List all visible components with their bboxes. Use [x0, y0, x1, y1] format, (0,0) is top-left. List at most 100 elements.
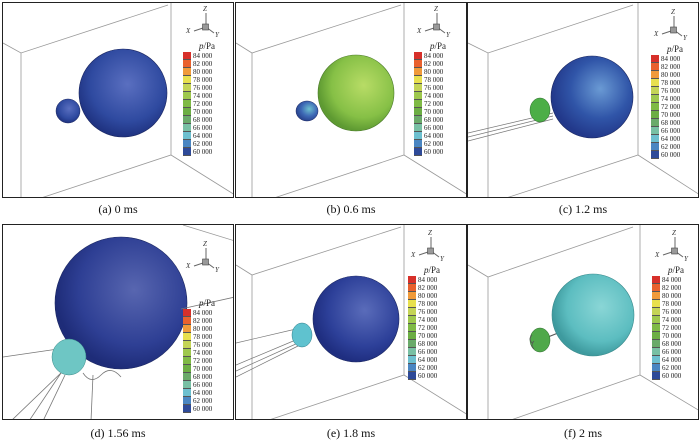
- large-bubble: [54, 236, 188, 370]
- scale-value: 62 000: [424, 140, 444, 148]
- scale-entry: 72 000: [652, 324, 698, 332]
- scale-entry: 74 000: [414, 92, 460, 100]
- panel-e: Z X Y p/Pa 84 000 82 000 80 000 78 000 76 00…: [235, 224, 467, 420]
- color-swatch: [183, 108, 191, 116]
- scale-value: 74 000: [193, 92, 213, 100]
- legend-d: Z X Y p/Pa 84 000 82 000 80 000 78 000 76 00…: [183, 240, 229, 413]
- scale-entry: 66 000: [652, 348, 698, 356]
- scene-e-wireframe: [236, 225, 466, 419]
- scale-entry: 82 000: [183, 317, 229, 325]
- color-swatch: [652, 316, 660, 324]
- large-bubble: [78, 48, 168, 138]
- color-swatch: [652, 292, 660, 300]
- scale-entry: 64 000: [651, 135, 697, 143]
- scale-value: 62 000: [193, 397, 213, 405]
- color-swatch: [651, 63, 659, 71]
- scale-entry: 64 000: [414, 132, 460, 140]
- scale-entry: 70 000: [414, 108, 460, 116]
- legend-e: Z X Y p/Pa 84 000 82 000 80 000 78 000 76 00…: [408, 229, 454, 380]
- color-swatch: [183, 365, 191, 373]
- scale-value: 68 000: [193, 373, 213, 381]
- scale-entry: 64 000: [183, 389, 229, 397]
- color-swatch: [414, 108, 422, 116]
- color-swatch: [183, 124, 191, 132]
- color-swatch: [651, 111, 659, 119]
- scale-entry: 74 000: [183, 349, 229, 357]
- color-scale: 84 000 82 000 80 000 78 000 76 000 74 000 72 0…: [408, 276, 454, 380]
- color-swatch: [408, 372, 416, 380]
- color-swatch: [183, 148, 191, 156]
- scale-value: 76 000: [193, 84, 213, 92]
- scale-entry: 74 000: [408, 316, 454, 324]
- scale-value: 78 000: [193, 333, 213, 341]
- scale-entry: 64 000: [408, 356, 454, 364]
- color-swatch: [651, 79, 659, 87]
- color-swatch: [183, 116, 191, 124]
- scale-entry: 72 000: [408, 324, 454, 332]
- scale-value: 66 000: [193, 381, 213, 389]
- color-swatch: [652, 340, 660, 348]
- scale-entry: 74 000: [183, 92, 229, 100]
- scale-value: 80 000: [661, 71, 681, 79]
- scale-value: 70 000: [424, 108, 444, 116]
- scale-entry: 66 000: [183, 381, 229, 389]
- scale-value: 72 000: [424, 100, 444, 108]
- scale-value: 64 000: [424, 132, 444, 140]
- caption-a: (a) 0 ms: [98, 202, 138, 216]
- color-swatch: [414, 148, 422, 156]
- scale-value: 76 000: [193, 341, 213, 349]
- scale-entry: 74 000: [651, 95, 697, 103]
- scene-f-wireframe: [468, 225, 698, 419]
- scale-entry: 62 000: [652, 364, 698, 372]
- color-swatch: [652, 332, 660, 340]
- scale-entry: 80 000: [651, 71, 697, 79]
- color-swatch: [183, 60, 191, 68]
- scale-entry: 74 000: [652, 316, 698, 324]
- scale-entry: 68 000: [651, 119, 697, 127]
- scale-entry: 84 000: [183, 309, 229, 317]
- color-swatch: [651, 71, 659, 79]
- scale-value: 80 000: [662, 292, 682, 300]
- scale-entry: 80 000: [652, 292, 698, 300]
- scale-entry: 76 000: [651, 87, 697, 95]
- scale-value: 80 000: [193, 325, 213, 333]
- scene-a-wireframe: [3, 3, 233, 197]
- color-swatch: [652, 284, 660, 292]
- color-scale: 84 000 82 000 80 000 78 000 76 000 74 000 72 0…: [414, 52, 460, 156]
- scale-entry: 68 000: [414, 116, 460, 124]
- color-swatch: [651, 127, 659, 135]
- scale-value: 72 000: [418, 324, 438, 332]
- color-swatch: [652, 372, 660, 380]
- scale-entry: 76 000: [408, 308, 454, 316]
- color-swatch: [651, 103, 659, 111]
- color-scale: 84 000 82 000 80 000 78 000 76 000 74 000 72 0…: [183, 52, 229, 156]
- color-swatch: [183, 68, 191, 76]
- scale-entry: 84 000: [652, 276, 698, 284]
- scale-entry: 84 000: [408, 276, 454, 284]
- scale-value: 84 000: [193, 309, 213, 317]
- scale-value: 84 000: [424, 52, 444, 60]
- scale-entry: 62 000: [651, 143, 697, 151]
- scale-entry: 66 000: [183, 124, 229, 132]
- scale-entry: 78 000: [183, 333, 229, 341]
- scale-value: 80 000: [418, 292, 438, 300]
- color-swatch: [408, 324, 416, 332]
- scale-entry: 76 000: [414, 84, 460, 92]
- scale-value: 84 000: [662, 276, 682, 284]
- scale-value: 64 000: [193, 389, 213, 397]
- color-swatch: [414, 68, 422, 76]
- scale-value: 72 000: [193, 357, 213, 365]
- scale-entry: 60 000: [183, 148, 229, 156]
- scale-value: 74 000: [424, 92, 444, 100]
- color-swatch: [408, 276, 416, 284]
- scale-value: 82 000: [418, 284, 438, 292]
- scale-value: 68 000: [661, 119, 681, 127]
- legend-title: p/Pa: [667, 265, 684, 275]
- caption-d: (d) 1.56 ms: [90, 426, 146, 440]
- scale-entry: 72 000: [651, 103, 697, 111]
- color-swatch: [183, 309, 191, 317]
- color-swatch: [652, 356, 660, 364]
- color-swatch: [414, 76, 422, 84]
- scale-value: 68 000: [193, 116, 213, 124]
- legend-c: Z X Y p/Pa 84 000 82 000 80 000 78 000 76 00…: [651, 8, 697, 159]
